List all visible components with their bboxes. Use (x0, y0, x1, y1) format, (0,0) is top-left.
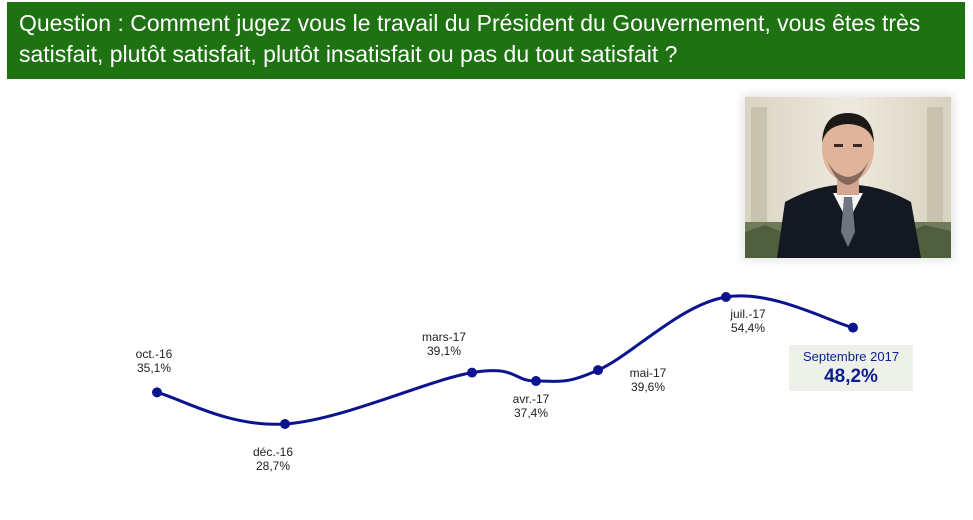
question-text: Question : Comment jugez vous le travail… (19, 10, 921, 67)
data-point-4 (593, 365, 603, 376)
category-label-4: mai-17 (630, 366, 667, 380)
data-point-1 (280, 419, 290, 429)
data-point-5 (721, 292, 731, 302)
data-point-3 (531, 376, 541, 386)
category-label-5: juil.-17 (729, 307, 766, 321)
data-point-6 (848, 322, 858, 333)
callout-label: Septembre 2017 (802, 349, 900, 364)
value-label-0: 35,1% (137, 361, 171, 375)
latest-value-callout: Septembre 2017 48,2% (789, 345, 913, 391)
category-label-1: déc.-16 (253, 445, 293, 459)
value-label-4: 39,6% (631, 380, 665, 394)
category-label-2: mars-17 (422, 330, 466, 344)
value-label-1: 28,7% (256, 459, 290, 473)
question-banner: Question : Comment jugez vous le travail… (7, 2, 965, 79)
value-label-3: 37,4% (514, 406, 548, 420)
callout-value: 48,2% (824, 366, 878, 387)
data-point-2 (467, 367, 477, 378)
category-label-3: avr.-17 (513, 392, 550, 406)
category-label-0: oct.-16 (136, 347, 173, 361)
value-label-2: 39,1% (427, 344, 461, 358)
data-point-0 (152, 387, 162, 398)
president-photo (745, 97, 951, 258)
value-label-5: 54,4% (731, 321, 765, 335)
